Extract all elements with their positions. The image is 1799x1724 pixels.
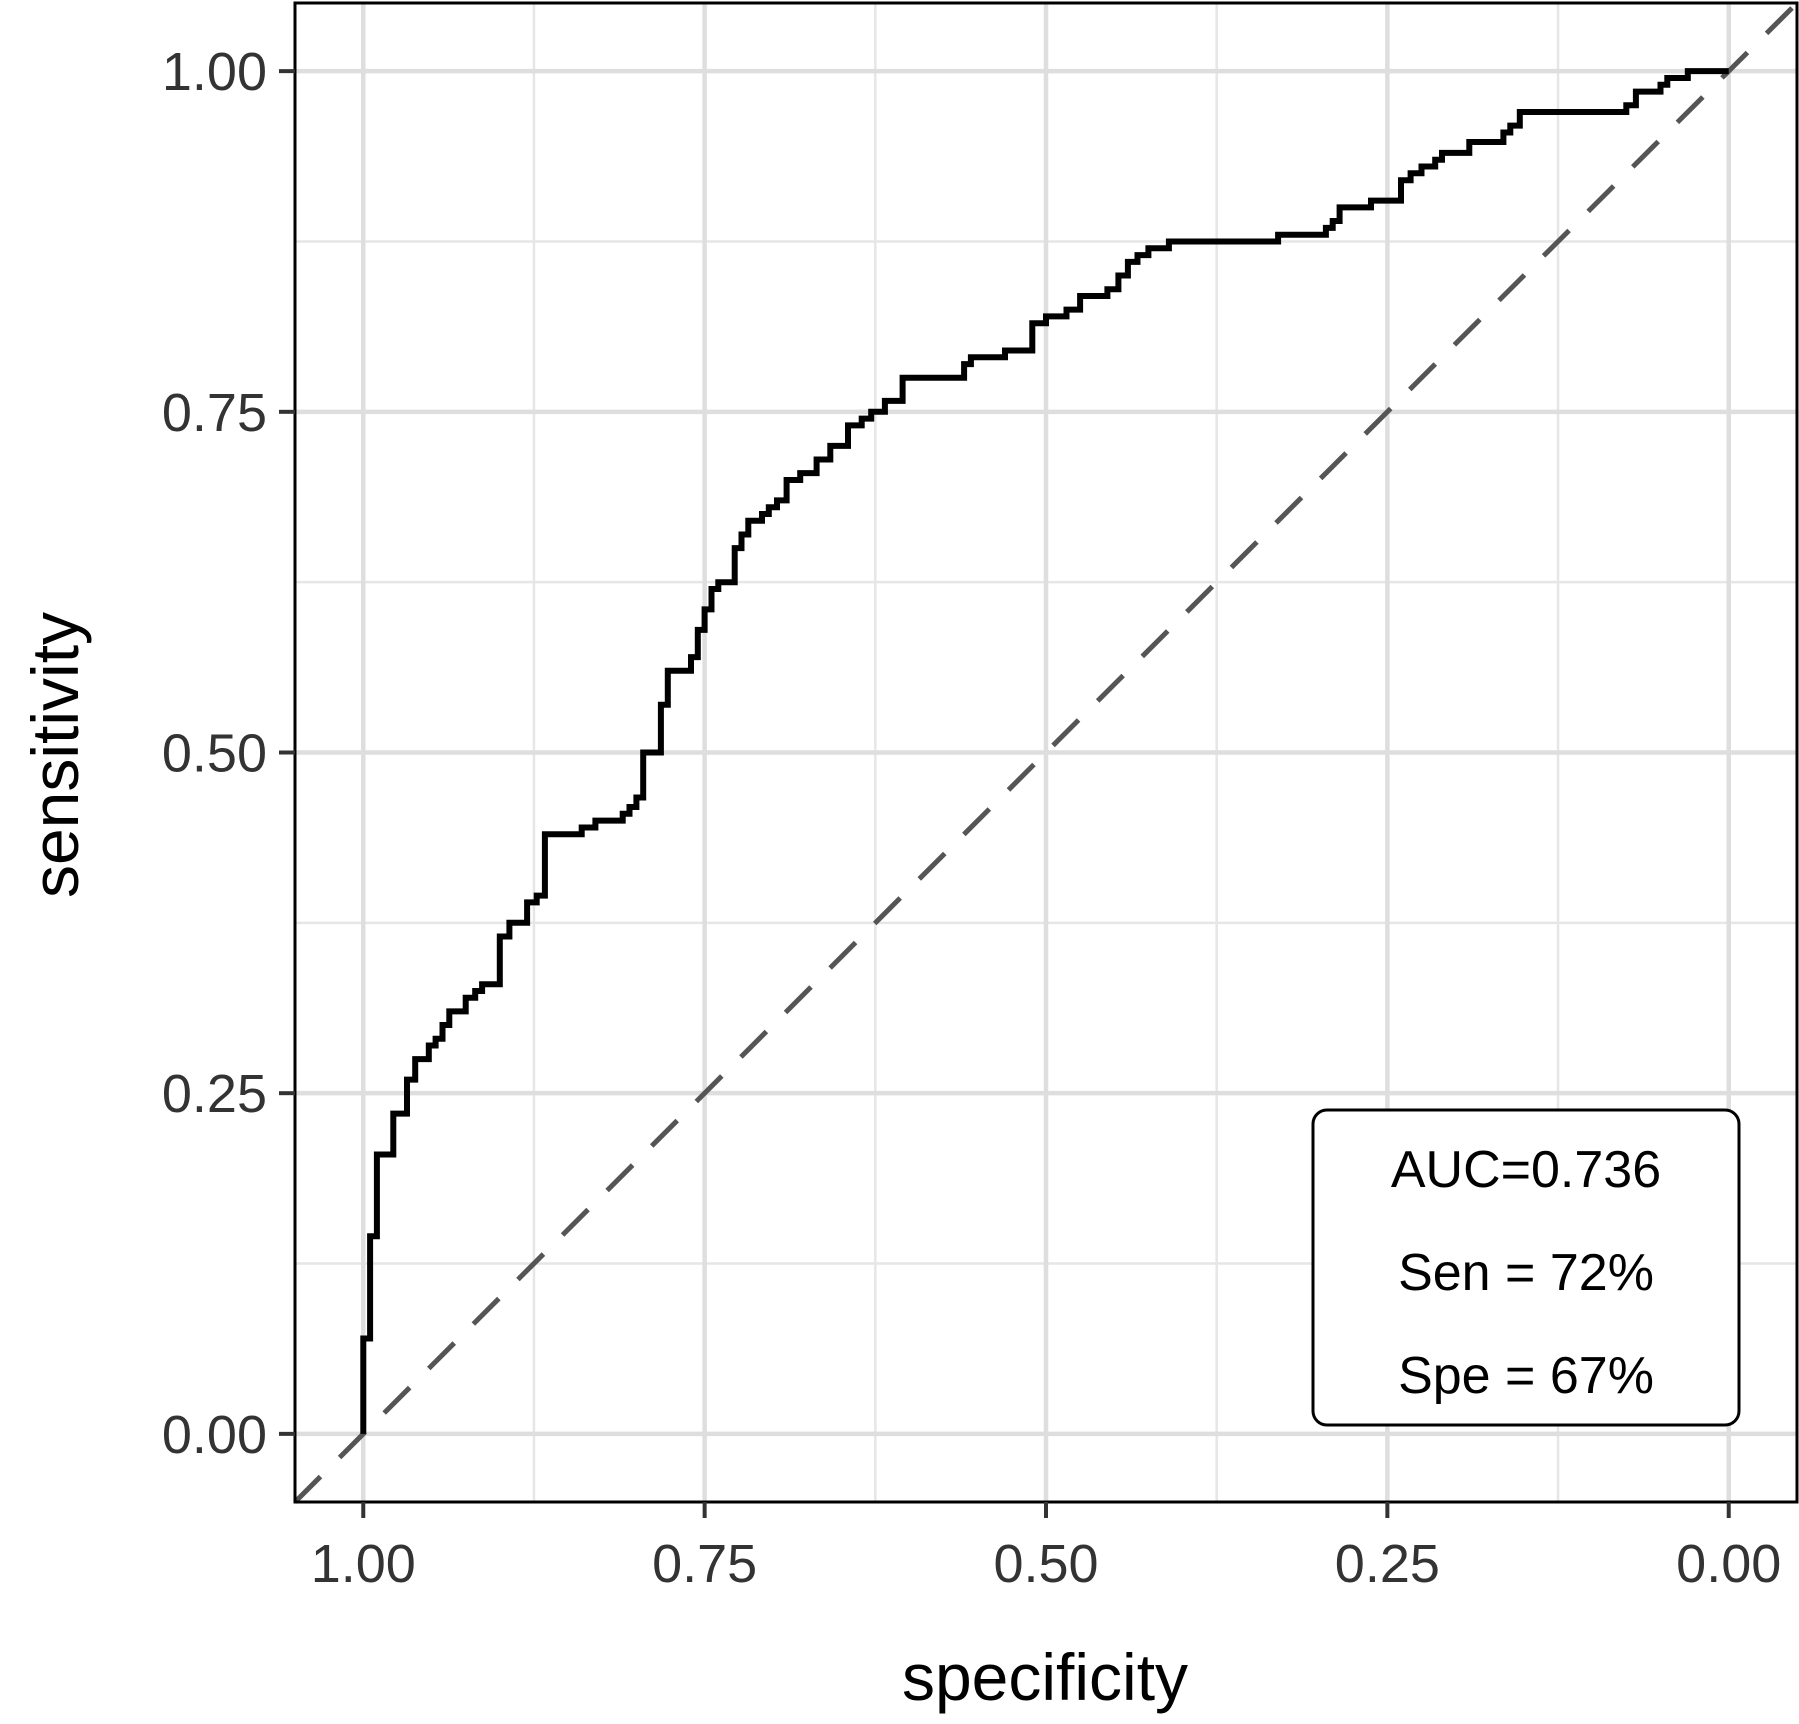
annotation-sensitivity: Sen = 72% <box>1398 1244 1654 1302</box>
x-tick-label: 0.75 <box>652 1534 757 1594</box>
y-tick-label: 1.00 <box>162 42 267 102</box>
y-tick-label: 0.00 <box>162 1405 267 1465</box>
x-axis-title: specificity <box>902 1640 1188 1714</box>
chance-reference-line <box>293 1 1799 1504</box>
roc-curve-series <box>360 68 1729 1434</box>
annotation-specificity: Spe = 67% <box>1398 1347 1654 1405</box>
x-tick-label: 0.25 <box>1335 1534 1440 1594</box>
y-tick-label: 0.25 <box>162 1064 267 1124</box>
annotation-auc: AUC=0.736 <box>1391 1141 1661 1199</box>
annotation-box: AUC=0.736 Sen = 72% Spe = 67% <box>1311 1108 1741 1427</box>
x-tick-label: 1.00 <box>311 1534 416 1594</box>
annotation-box-frame <box>1311 1108 1741 1427</box>
y-tick-label: 0.50 <box>162 724 267 784</box>
x-tick-label: 0.50 <box>993 1534 1098 1594</box>
y-tick-label: 0.75 <box>162 383 267 443</box>
y-axis: 0.00 0.25 0.50 0.75 1.00 <box>162 42 295 1465</box>
x-tick-label: 0.00 <box>1676 1534 1781 1594</box>
x-axis: 1.00 0.75 0.50 0.25 0.00 <box>311 1502 1781 1594</box>
y-axis-title: sensitivity <box>18 612 92 898</box>
